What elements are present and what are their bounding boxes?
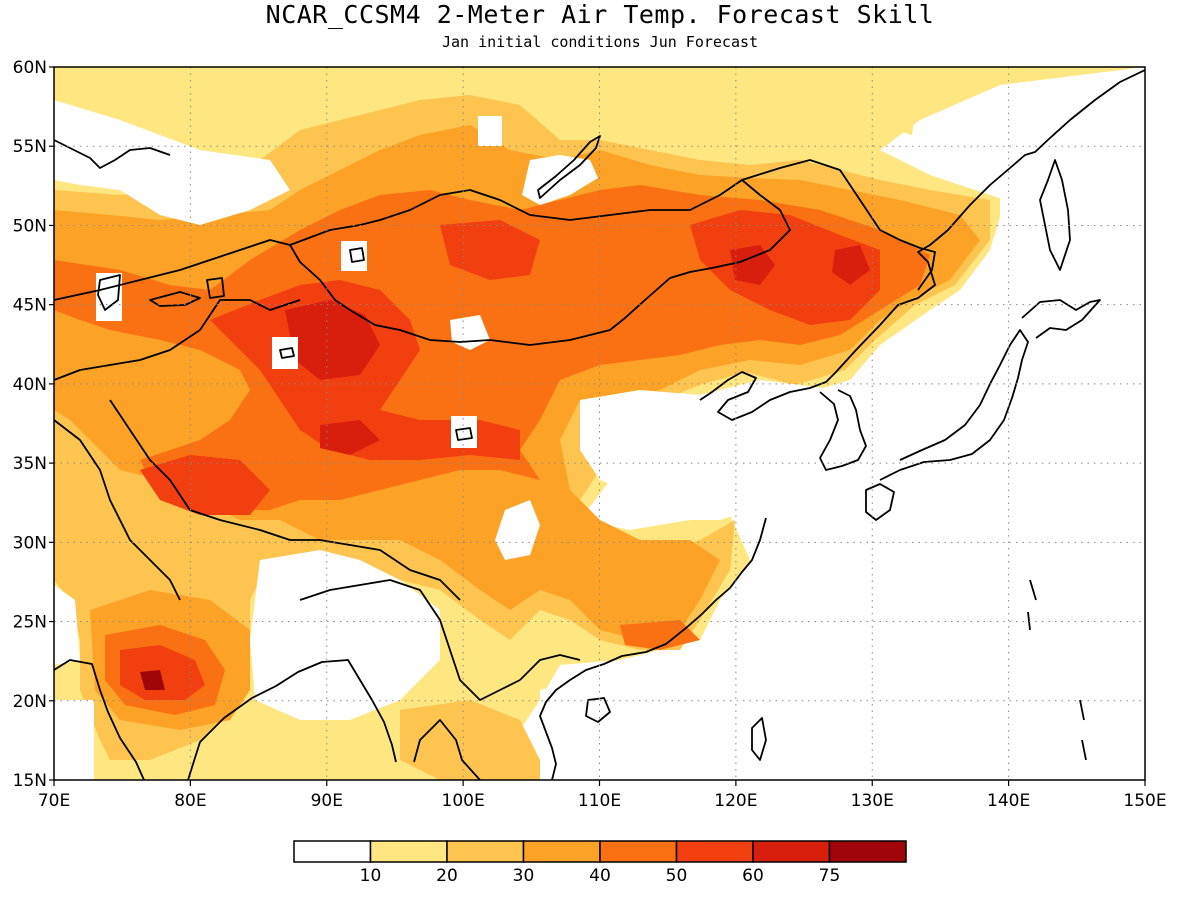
lon-tick-label: 80E bbox=[174, 791, 206, 811]
lat-tick-label: 25N bbox=[13, 613, 47, 633]
tibet-border bbox=[109, 399, 461, 601]
lake-uvs bbox=[349, 247, 365, 263]
coastline-myanmar bbox=[413, 719, 481, 781]
russia-china-border bbox=[741, 159, 936, 291]
colorbar-swatch bbox=[293, 840, 372, 863]
lat-tick-label: 55N bbox=[13, 137, 47, 157]
colorbar-swatch bbox=[446, 840, 525, 863]
map-title: NCAR_CCSM4 2-Meter Air Temp. Forecast Sk… bbox=[265, 0, 935, 29]
masked-region-west bbox=[54, 100, 290, 225]
hainan bbox=[585, 697, 611, 723]
longitude-axis: 70E 80E 90E 100E 110E 120E 130E 140E 150E bbox=[38, 780, 1167, 811]
colorbar-level-label: 50 bbox=[666, 866, 688, 886]
west-siberia-lakes bbox=[53, 139, 171, 169]
japan-hokkaido bbox=[1021, 299, 1101, 339]
skill-region-60-c bbox=[730, 245, 775, 285]
lon-tick-label: 110E bbox=[578, 791, 621, 811]
japan-kyushu bbox=[865, 483, 895, 521]
taiwan bbox=[751, 717, 767, 761]
mongolia-border bbox=[289, 179, 791, 346]
masked-cell bbox=[478, 116, 502, 146]
lon-tick-label: 140E bbox=[987, 791, 1030, 811]
skill-region-50-tibet bbox=[140, 455, 270, 515]
coastline-east-asia bbox=[699, 69, 1146, 421]
east-sea-islands bbox=[1027, 579, 1087, 761]
lon-tick-label: 120E bbox=[714, 791, 757, 811]
masked-region-china bbox=[580, 380, 850, 520]
masked-cell bbox=[451, 416, 477, 448]
lat-tick-label: 30N bbox=[13, 533, 47, 553]
skill-region-50-india bbox=[120, 645, 205, 700]
colorbar-swatch bbox=[522, 840, 601, 863]
map-subtitle: Jan initial conditions Jun Forecast bbox=[441, 33, 759, 51]
lat-tick-label: 60N bbox=[13, 58, 47, 78]
lon-tick-label: 150E bbox=[1123, 791, 1166, 811]
lon-tick-label: 90E bbox=[311, 791, 343, 811]
colorbar-legend: 10 20 30 40 50 60 75 bbox=[293, 840, 907, 886]
skill-region-50 bbox=[210, 280, 520, 460]
masked-cell bbox=[54, 700, 94, 780]
skill-region-40-se bbox=[620, 620, 700, 650]
colorbar-level-label: 10 bbox=[360, 866, 382, 886]
colorbar-level-label: 40 bbox=[589, 866, 611, 886]
lat-tick-label: 15N bbox=[13, 771, 47, 791]
masked-region-yunnan bbox=[495, 500, 540, 560]
masked-region-arabian bbox=[54, 585, 80, 665]
skill-region-60-b bbox=[320, 420, 380, 455]
colorbar-swatch bbox=[599, 840, 678, 863]
lat-tick-label: 40N bbox=[13, 375, 47, 395]
japan-honshu bbox=[879, 329, 1029, 481]
lon-tick-label: 100E bbox=[442, 791, 485, 811]
lon-tick-label: 70E bbox=[38, 791, 70, 811]
korea-peninsula bbox=[819, 389, 867, 471]
skill-region-50-north bbox=[440, 220, 540, 280]
colorbar-swatch bbox=[752, 840, 831, 863]
coastlines bbox=[53, 69, 1146, 781]
colorbar-level-label: 75 bbox=[819, 866, 841, 886]
ne-india-border bbox=[299, 579, 521, 701]
se-asia-border bbox=[519, 654, 581, 681]
lon-tick-label: 130E bbox=[851, 791, 894, 811]
skill-region-60-d bbox=[832, 245, 870, 285]
colorbar-swatch bbox=[369, 840, 448, 863]
lat-tick-label: 20N bbox=[13, 692, 47, 712]
colorbar-swatch bbox=[828, 840, 907, 863]
skill-region-60-e bbox=[140, 670, 165, 690]
masked-region-malay bbox=[540, 680, 680, 780]
caspian bbox=[97, 274, 121, 311]
coastline-india bbox=[53, 659, 145, 781]
pakistan-border bbox=[53, 419, 181, 601]
coastline-china-south bbox=[539, 517, 767, 781]
aral bbox=[206, 277, 225, 299]
colorbar-level-label: 20 bbox=[436, 866, 458, 886]
skill-region-60 bbox=[285, 300, 380, 380]
latitude-axis: 15N 20N 25N 30N 35N 40N 45N 50N 55N 60N bbox=[13, 58, 54, 791]
baikal bbox=[537, 135, 601, 199]
lat-tick-label: 35N bbox=[13, 454, 47, 474]
kazakh-border bbox=[53, 239, 291, 301]
colorbar-level-label: 60 bbox=[742, 866, 764, 886]
lat-tick-label: 45N bbox=[13, 296, 47, 316]
skill-field bbox=[54, 67, 1145, 780]
lat-tick-label: 50N bbox=[13, 216, 47, 236]
masked-region-east bbox=[750, 67, 1145, 780]
qinghai-lake bbox=[455, 427, 473, 441]
skill-region-20-south bbox=[400, 700, 540, 780]
coastline-bengal bbox=[187, 659, 397, 781]
kyrgyz-lake bbox=[279, 347, 295, 359]
colorbar-level-label: 30 bbox=[513, 866, 535, 886]
skill-region-50-mongolia bbox=[690, 210, 880, 325]
colorbar-swatch bbox=[675, 840, 754, 863]
masked-region-bengal bbox=[250, 550, 440, 720]
central-asia-border bbox=[53, 299, 301, 381]
